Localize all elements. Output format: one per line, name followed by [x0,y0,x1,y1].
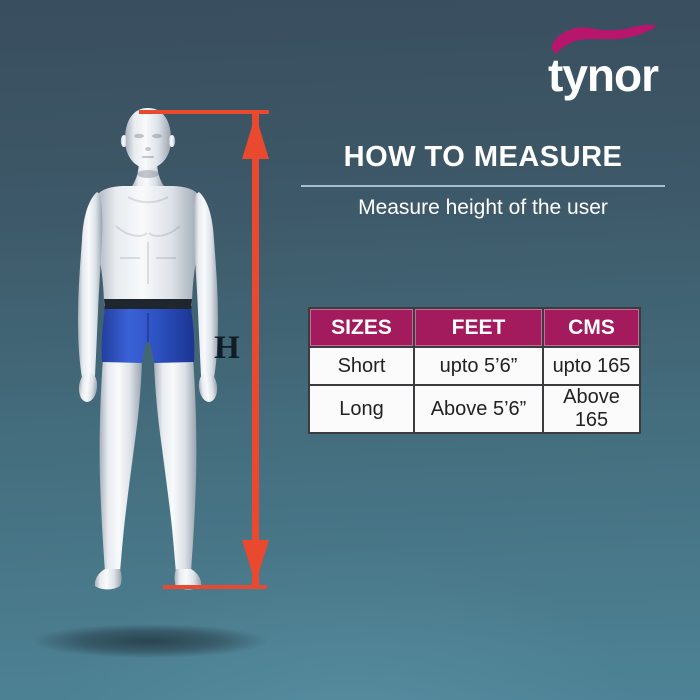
page-title: HOW TO MEASURE [343,141,623,173]
mannequin-body [78,108,218,590]
size-table-cell: Short [308,346,415,386]
mannequin-muscle-lines [115,196,181,284]
size-table-header-sizes: SIZES [308,307,415,348]
size-table-row-long: Long Above 5’6” Above 165 [308,384,641,434]
mannequin-shading [134,133,162,178]
mannequin-shorts [101,299,195,363]
size-table-header-row: SIZES FEET CMS [308,307,641,348]
title-divider [301,185,665,187]
page-subtitle: Measure height of the user [358,196,608,219]
height-measure-arrow [139,110,269,589]
instructions-block: HOW TO MEASURE Measure height of the use… [301,141,665,220]
size-table-cell: upto 5’6” [413,346,544,386]
tynor-logo-text: tynor [548,49,659,101]
size-table-cell: Long [308,384,415,434]
size-table-header-cms: CMS [542,307,641,348]
figure-shadow [32,624,268,658]
size-table-cell: Above 165 [542,384,641,434]
size-table-cell: Above 5’6” [413,384,544,434]
tynor-swoosh-icon [552,24,656,54]
tynor-logo: tynor [540,22,666,98]
height-label: H [214,330,240,366]
size-table-cell: upto 165 [542,346,641,386]
size-table: SIZES FEET CMS Short upto 5’6” upto 165 … [308,307,641,434]
size-table-row-short: Short upto 5’6” upto 165 [308,346,641,386]
size-table-header-feet: FEET [413,307,544,348]
